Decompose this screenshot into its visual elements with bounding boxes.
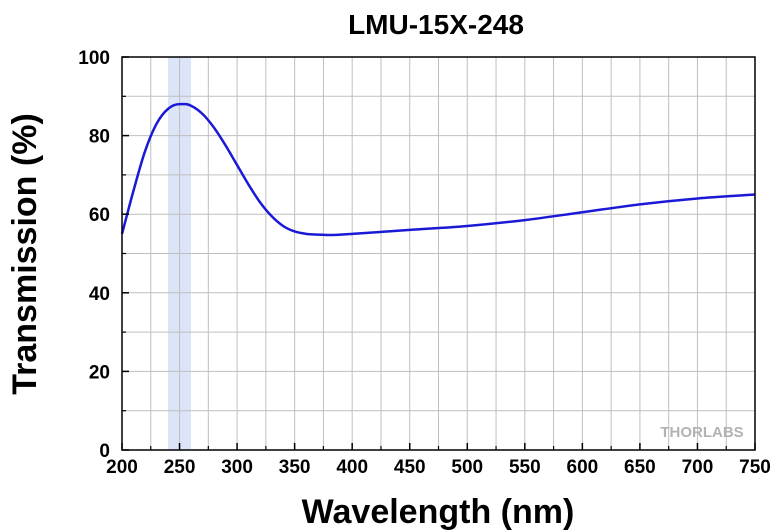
x-axis-label: Wavelength (nm): [302, 493, 575, 531]
thorlabs-logo: THORLABS: [660, 424, 743, 441]
x-tick-label: 750: [739, 457, 771, 478]
y-tick-label: 100: [78, 48, 110, 69]
x-tick-label: 700: [682, 457, 714, 478]
x-tick-label: 650: [624, 457, 656, 478]
x-tick-label: 350: [279, 457, 311, 478]
transmission-curve: [120, 102, 756, 237]
y-tick-label: 20: [89, 362, 110, 383]
y-tick-label: 60: [89, 205, 110, 226]
y-tick-label: 80: [89, 127, 110, 148]
x-tick-label: 250: [164, 457, 196, 478]
x-tick-label: 400: [336, 457, 368, 478]
y-axis-label: Transmission (%): [6, 113, 44, 395]
plot-area: 200 250 300 350 400 450 500 550 600 650 700 750 0 20 4…: [78, 48, 771, 478]
x-tick-label: 500: [451, 457, 483, 478]
x-tick-label: 450: [394, 457, 426, 478]
y-tick-label: 40: [89, 284, 110, 305]
y-tick-label: 0: [99, 441, 110, 462]
x-tick-label: 600: [567, 457, 599, 478]
x-tick-label: 550: [509, 457, 541, 478]
x-tick-label: 200: [106, 457, 138, 478]
chart-title: LMU-15X-248: [348, 9, 524, 40]
x-tick-label: 300: [221, 457, 253, 478]
